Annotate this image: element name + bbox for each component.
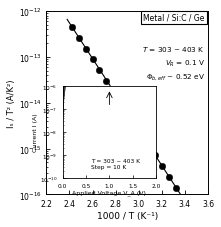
Point bbox=[139, 133, 143, 136]
X-axis label: 1000 / T (K⁻¹): 1000 / T (K⁻¹) bbox=[97, 211, 158, 220]
Point bbox=[84, 48, 87, 51]
Point bbox=[188, 207, 191, 211]
Point bbox=[98, 69, 101, 72]
Point bbox=[160, 164, 164, 168]
Point bbox=[167, 175, 171, 179]
Text: $T$ = 303 ~ 403 K
$V_R$ = 0.1 V
$\Phi_{b,eff}$ ~ 0.52 eV: $T$ = 303 ~ 403 K $V_R$ = 0.1 V $\Phi_{b… bbox=[142, 45, 205, 82]
Point bbox=[77, 37, 80, 40]
Point bbox=[125, 111, 129, 115]
Point bbox=[146, 143, 150, 147]
Point bbox=[112, 90, 115, 94]
Point bbox=[174, 186, 177, 190]
Point bbox=[70, 26, 74, 30]
Point bbox=[105, 80, 108, 83]
Point bbox=[91, 58, 94, 62]
Point bbox=[118, 101, 122, 104]
Y-axis label: Iₛ / T² (A/K²): Iₛ / T² (A/K²) bbox=[7, 79, 16, 128]
Point bbox=[132, 122, 136, 126]
Point bbox=[153, 154, 157, 158]
Point bbox=[181, 196, 184, 200]
Text: Metal / Si:C / Ge: Metal / Si:C / Ge bbox=[143, 14, 205, 23]
